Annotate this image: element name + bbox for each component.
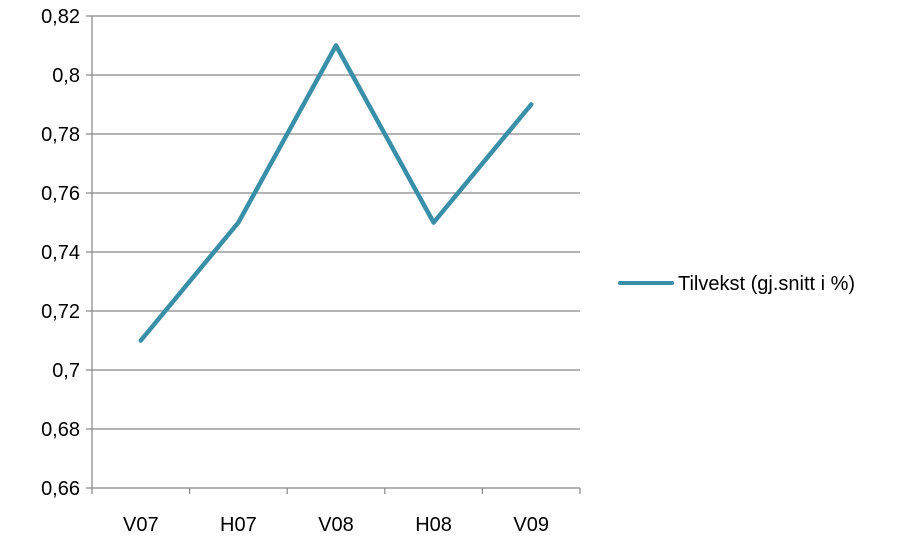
y-tick-label: 0,8 — [52, 65, 80, 87]
gridlines — [92, 15, 580, 430]
data-point — [236, 220, 241, 225]
y-tick-label: 0,66 — [41, 478, 80, 500]
x-tick-label: V08 — [318, 514, 354, 536]
y-tick-label: 0,82 — [41, 6, 80, 28]
x-tick-label: H07 — [220, 514, 257, 536]
data-point — [138, 338, 143, 343]
y-tick-label: 0,7 — [52, 360, 80, 382]
y-tick-label: 0,76 — [41, 183, 80, 205]
x-tick-label: H08 — [415, 514, 452, 536]
data-point — [333, 43, 339, 48]
x-tick-labels: V07 H07 V08 H08 V09 — [123, 514, 549, 536]
legend-label: Tilvekst (gj.snitt i %) — [678, 273, 855, 295]
legend: Tilvekst (gj.snitt i %) — [618, 273, 855, 295]
y-tick-label: 0,68 — [41, 419, 80, 441]
axes — [86, 15, 581, 494]
y-tick-label: 0,78 — [41, 124, 80, 146]
data-point — [431, 220, 436, 225]
data-point — [529, 102, 534, 107]
x-tick-label: V07 — [123, 514, 159, 536]
x-tick-label: V09 — [513, 514, 549, 536]
y-tick-label: 0,72 — [41, 301, 80, 323]
y-tick-label: 0,74 — [41, 242, 80, 264]
series-lines — [138, 43, 534, 343]
y-tick-labels: 0,66 0,68 0,7 0,72 0,74 0,76 0,78 0,8 0,82 — [41, 6, 80, 500]
